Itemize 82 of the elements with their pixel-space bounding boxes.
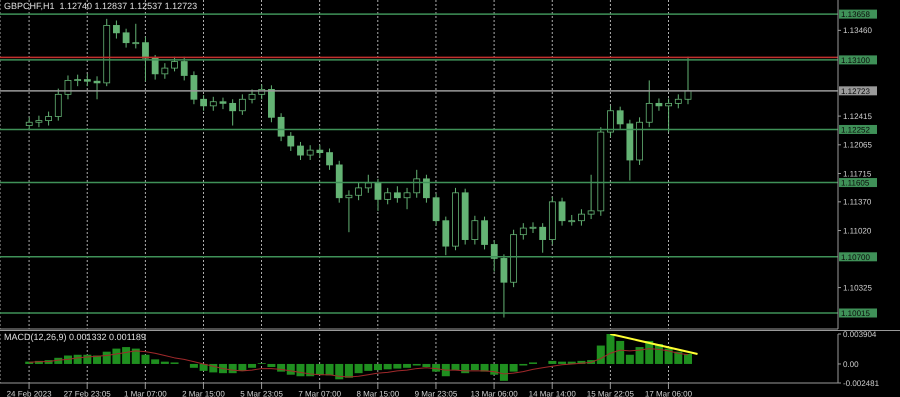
ref-line-label: 1.12723	[841, 86, 870, 96]
candlestick	[588, 174, 595, 220]
ref-line-label: 1.12252	[841, 125, 870, 134]
y-tick-label: 1.11020	[843, 226, 872, 236]
candlestick	[297, 141, 304, 160]
candlestick	[520, 222, 527, 240]
candlestick	[180, 56, 188, 81]
x-tick-label: 14 Mar 14:00	[528, 390, 576, 397]
y-tick-label: 0.00	[843, 360, 860, 369]
candlestick	[384, 187, 392, 205]
y-tick-label: 1.11715	[843, 169, 872, 178]
candlestick	[74, 74, 82, 87]
candlestick	[161, 62, 168, 80]
candlestick	[238, 94, 246, 116]
x-tick-label: 27 Feb 23:05	[64, 390, 112, 397]
candlestick	[404, 187, 410, 210]
candlestick	[500, 254, 508, 318]
ref-line-label: 1.10015	[841, 309, 870, 318]
candlestick	[248, 88, 256, 104]
candlestick	[423, 174, 430, 204]
candlestick	[122, 28, 130, 48]
candlestick	[346, 190, 352, 233]
chart-title: MACD(12,26,9) 0.001332 0.001189	[4, 332, 146, 342]
y-tick-label: -0.002481	[843, 378, 880, 388]
ref-line-label: 1.10700	[841, 252, 870, 262]
chart-title: GBPCHF,H1 1.12740 1.12837 1.12537 1.12723	[4, 1, 198, 11]
candlestick	[220, 97, 226, 110]
candlestick	[306, 144, 314, 160]
x-tick-label: 2 Mar 15:00	[182, 390, 226, 397]
candlestick	[64, 74, 72, 100]
x-tick-label: 24 Feb 2023	[6, 390, 52, 397]
candlestick	[190, 70, 198, 105]
candlestick	[26, 116, 33, 131]
candlestick	[200, 94, 207, 112]
candlestick	[674, 94, 682, 109]
candlestick	[656, 98, 662, 112]
candlestick	[36, 115, 42, 128]
y-tick-label: 1.12415	[843, 112, 872, 121]
candlestick	[539, 222, 546, 254]
candlestick	[54, 88, 62, 122]
y-tick-label: 1.11370	[843, 198, 872, 207]
candlestick	[142, 36, 149, 82]
candlestick	[481, 216, 488, 250]
x-tick-label: 15 Mar 22:05	[586, 390, 634, 397]
candlestick	[665, 98, 672, 133]
candlestick	[171, 56, 178, 72]
ref-line-label: 1.13100	[841, 56, 870, 65]
ref-line-label: 1.11605	[841, 178, 870, 188]
candlestick	[287, 132, 294, 152]
candlestick	[432, 193, 440, 226]
candlestick	[616, 106, 624, 130]
candlestick	[530, 222, 536, 234]
x-tick-label: 9 Mar 23:05	[414, 390, 458, 397]
line-series	[28, 348, 688, 378]
candlestick	[113, 20, 120, 40]
candlestick	[558, 197, 566, 226]
candlestick	[578, 208, 585, 226]
y-tick-label: 1.10325	[843, 283, 872, 292]
candlestick	[94, 76, 100, 100]
ref-line-label: 1.13658	[841, 10, 870, 20]
candlestick	[646, 80, 653, 128]
candlestick	[394, 186, 401, 204]
x-tick-label: 17 Mar 06:00	[644, 390, 693, 397]
y-tick-label: 0.003904	[843, 330, 877, 339]
candlestick	[316, 144, 324, 158]
x-tick-label: 7 Mar 07:00	[298, 390, 342, 397]
candlestick	[229, 98, 236, 126]
candlestick	[471, 215, 478, 245]
candlestick	[607, 105, 614, 138]
candlestick	[84, 73, 91, 87]
candlestick	[278, 112, 285, 142]
candlestick	[684, 56, 692, 105]
candlestick	[355, 182, 362, 201]
x-tick-label: 1 Mar 07:00	[124, 390, 168, 397]
candlestick	[326, 148, 333, 170]
x-tick-label: 8 Mar 15:00	[356, 390, 400, 397]
y-tick-label: 1.12065	[843, 140, 872, 150]
y-tick-label: 1.13460	[843, 26, 872, 36]
x-tick-label: 5 Mar 23:05	[240, 390, 284, 397]
candlestick	[374, 178, 382, 212]
candlestick	[45, 111, 52, 126]
x-tick-label: 13 Mar 06:00	[470, 390, 518, 397]
